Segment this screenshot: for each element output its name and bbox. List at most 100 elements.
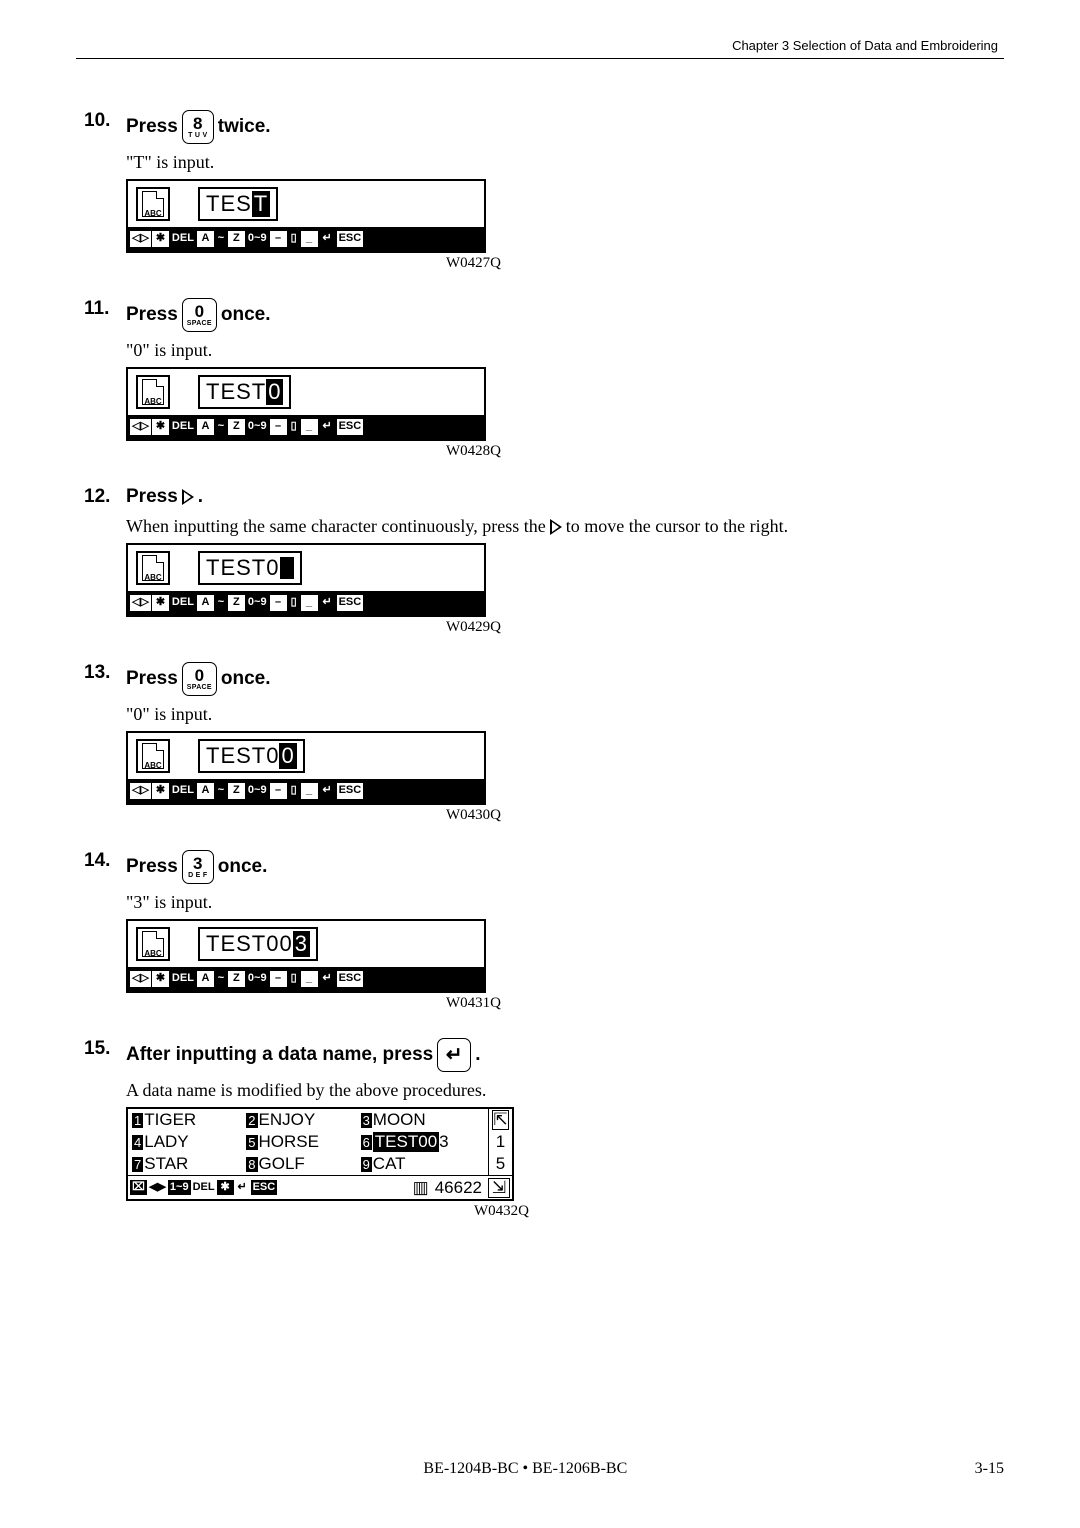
bb-lr: ◀▶	[147, 1180, 168, 1195]
sk-del: DEL	[170, 783, 196, 798]
instruction: After inputting a data name, press ↵.	[126, 1038, 1004, 1072]
step-body: After inputting a data name, press ↵. A …	[126, 1038, 1004, 1230]
val: CAT	[373, 1154, 406, 1174]
cell-3-2: 8GOLF	[242, 1153, 356, 1175]
scroll-pos: 1	[488, 1131, 512, 1153]
softkey-bar: ◁▷ ✱ DEL A ~ Z 0~9 – ▯ _ ↵ ESC	[128, 415, 484, 439]
verb: After inputting a data name, press	[126, 1044, 433, 1066]
step-10: 10. Press 8 T U V twice. "T" is input. A…	[84, 110, 1004, 282]
sk-us: _	[301, 595, 318, 610]
key-big: 0	[195, 303, 204, 320]
lcd-top: ABC TEST	[128, 181, 484, 227]
instruction: Press .	[126, 486, 1004, 508]
sk-esc: ESC	[337, 971, 364, 986]
step-num: 12.	[84, 486, 126, 646]
sk-arrows: ◁▷	[130, 231, 151, 246]
sk-star: ✱	[152, 231, 169, 246]
bb-esc: ESC	[251, 1180, 278, 1195]
file-bot-bar: ⌧ ◀▶ 1~9 DEL ✱ ↵ ESC ▥ 46622 ⇲	[128, 1175, 512, 1199]
sk-star: ✱	[152, 595, 169, 610]
softkey-bar: ◁▷ ✱ DEL A ~ Z 0~9 – ▯ _ ↵ ESC	[128, 967, 484, 991]
idx: 6	[361, 1135, 372, 1150]
footer-page: 3-15	[975, 1460, 1004, 1478]
lcd-top: ABC TEST0	[128, 545, 484, 591]
abc-icon: ABC	[136, 927, 170, 961]
key-0: 0 SPACE	[182, 298, 217, 332]
note-a: When inputting the same character contin…	[126, 516, 546, 537]
cell-2-2: 5HORSE	[242, 1131, 356, 1153]
suffix: once.	[218, 856, 268, 878]
key-big: 3	[193, 855, 202, 872]
idx: 3	[361, 1113, 372, 1128]
sk-arrows: ◁▷	[130, 783, 151, 798]
abc-icon: ABC	[136, 739, 170, 773]
mem-size: 46622	[435, 1178, 482, 1198]
name-box: TEST003	[198, 927, 318, 961]
val: TIGER	[144, 1110, 196, 1130]
val: HORSE	[259, 1132, 319, 1152]
lcd-top: ABC TEST003	[128, 921, 484, 967]
key-small: D E F	[188, 872, 207, 879]
sk-tilde: ~	[215, 231, 227, 246]
name-plain: TES	[206, 191, 252, 217]
sk-z: Z	[228, 231, 245, 246]
right-triangle-icon	[550, 519, 562, 535]
suffix: once.	[221, 304, 271, 326]
key-enter: ↵	[437, 1038, 471, 1072]
sk-star: ✱	[152, 971, 169, 986]
instruction: Press 0 SPACE once.	[126, 662, 1004, 696]
instruction: Press 3 D E F once.	[126, 850, 1004, 884]
val: ENJOY	[259, 1110, 316, 1130]
file-table: 1TIGER 2ENJOY 3MOON ⇱ 4LADY 5HORSE 6TEST…	[126, 1107, 514, 1201]
bb-rng: 1~9	[168, 1180, 191, 1195]
verb: Press	[126, 116, 178, 138]
suffix: .	[198, 486, 203, 508]
step-body: Press 0 SPACE once. "0" is input. ABC TE…	[126, 662, 1004, 834]
softkey-bar: ◁▷ ✱ DEL A ~ Z 0~9 – ▯ _ ↵ ESC	[128, 227, 484, 251]
sk-dash: –	[270, 595, 287, 610]
note-b: to move the cursor to the right.	[566, 516, 788, 537]
verb: Press	[126, 856, 178, 878]
sk-esc: ESC	[337, 419, 364, 434]
name-plain: TEST00	[206, 931, 293, 957]
step-num: 15.	[84, 1038, 126, 1230]
cell-2-1: 4LADY	[128, 1131, 242, 1153]
key-big: 8	[193, 115, 202, 132]
sk-us: _	[301, 231, 318, 246]
sk-nums: 0~9	[246, 783, 269, 798]
sk-ent: ↵	[319, 419, 336, 434]
key-small: SPACE	[187, 320, 212, 327]
sk-us: _	[301, 783, 318, 798]
sk-arrows: ◁▷	[130, 971, 151, 986]
idx: 2	[246, 1113, 257, 1128]
lcd-panel: ABC TEST ◁▷ ✱ DEL A ~ Z 0~9 – ▯ _ ↵	[126, 179, 486, 253]
step-11: 11. Press 0 SPACE once. "0" is input. AB…	[84, 298, 1004, 470]
step-body: Press 3 D E F once. "3" is input. ABC TE…	[126, 850, 1004, 1022]
cell-3-1: 7STAR	[128, 1153, 242, 1175]
note: "3" is input.	[126, 892, 1004, 913]
content: 10. Press 8 T U V twice. "T" is input. A…	[84, 110, 1004, 1246]
sk-star: ✱	[152, 419, 169, 434]
page-1: 1	[496, 1132, 505, 1152]
key-8: 8 T U V	[182, 110, 214, 144]
note: A data name is modified by the above pro…	[126, 1080, 1004, 1101]
name-plain: TEST0	[206, 743, 279, 769]
down-icon: ⇲	[488, 1178, 510, 1198]
bb-disk: ⌧	[130, 1180, 147, 1195]
name-box: TEST0	[198, 375, 291, 409]
idx: 8	[246, 1157, 257, 1172]
key-3: 3 D E F	[182, 850, 214, 884]
step-15: 15. After inputting a data name, press ↵…	[84, 1038, 1004, 1230]
lcd-panel: ABC TEST0 ◁▷ ✱ DEL A ~ Z 0~9 – ▯ _ ↵	[126, 543, 486, 617]
suffix: twice.	[218, 116, 271, 138]
step-12: 12. Press . When inputting the same char…	[84, 486, 1004, 646]
step-14: 14. Press 3 D E F once. "3" is input. AB…	[84, 850, 1004, 1022]
verb: Press	[126, 304, 178, 326]
step-num: 10.	[84, 110, 126, 282]
header-rule	[76, 58, 1004, 59]
cell-1-3: 3MOON	[357, 1109, 488, 1131]
right-triangle-icon	[182, 489, 194, 505]
idx: 5	[246, 1135, 257, 1150]
note: When inputting the same character contin…	[126, 516, 1004, 537]
lcd-panel: ABC TEST00 ◁▷ ✱ DEL A ~ Z 0~9 – ▯ _ ↵	[126, 731, 486, 805]
